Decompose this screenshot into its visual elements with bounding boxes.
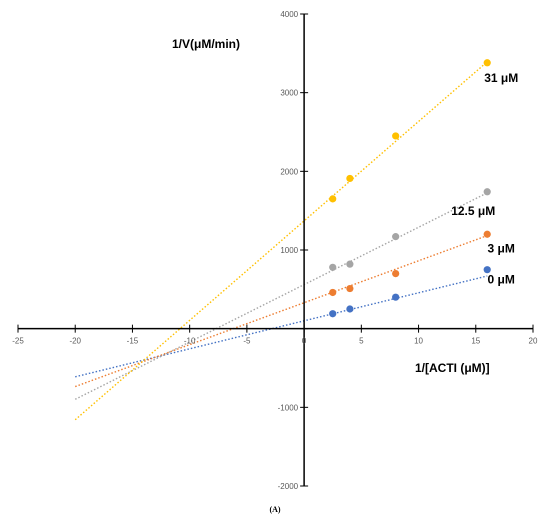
- x-tick-label: -5: [243, 337, 251, 346]
- data-point: [346, 284, 354, 293]
- y-axis-title: 1/V(μM/min): [172, 37, 240, 51]
- x-tick-label: 20: [529, 337, 538, 346]
- axes: [17, 13, 534, 487]
- data-point: [329, 288, 337, 297]
- y-tick-label: 1000: [280, 246, 298, 255]
- series-label: 12.5 μM: [451, 204, 495, 218]
- y-tick-label: -1000: [278, 403, 299, 412]
- data-point: [483, 266, 491, 274]
- data-point: [392, 270, 400, 278]
- x-tick-label: 10: [414, 337, 423, 346]
- series-label: 3 μM: [488, 241, 515, 255]
- data-point: [392, 132, 400, 140]
- x-tick-label: -15: [127, 337, 139, 346]
- trendlines: [74, 61, 488, 421]
- x-tick-label: -10: [184, 337, 196, 346]
- series-label: 31 μM: [484, 71, 518, 85]
- y-tick-label: 2000: [280, 167, 298, 176]
- data-point: [483, 230, 491, 238]
- y-tick-label: 3000: [280, 89, 298, 98]
- x-tick-label: -25: [12, 337, 24, 346]
- tick-labels: -25 -20 -15 -10 -5 0 5 10 15 20 -2000 -1000 1000 2000…: [12, 10, 538, 491]
- data-point: [329, 195, 337, 203]
- x-tick-label: 0: [302, 337, 307, 346]
- data-point: [483, 188, 491, 196]
- data-point: [346, 260, 354, 268]
- data-point: [346, 174, 354, 183]
- x-tick-label: -20: [69, 337, 81, 346]
- series-labels: 0 μM 3 μM 12.5 μM 31 μM: [451, 71, 518, 287]
- data-point: [392, 233, 400, 241]
- data-point: [329, 263, 337, 271]
- data-point: [346, 305, 354, 313]
- x-tick-label: 5: [359, 337, 364, 346]
- panel-caption: (A): [269, 505, 280, 514]
- x-tick-label: 15: [471, 337, 480, 346]
- data-point: [392, 293, 400, 301]
- data-point: [483, 59, 491, 67]
- series-label: 0 μM: [488, 273, 515, 287]
- x-axis-title: 1/[ACTI (μM)]: [415, 361, 490, 375]
- data-points: [329, 59, 491, 318]
- data-point: [329, 310, 337, 318]
- y-tick-label: 4000: [280, 10, 298, 19]
- y-tick-label: -2000: [278, 482, 299, 491]
